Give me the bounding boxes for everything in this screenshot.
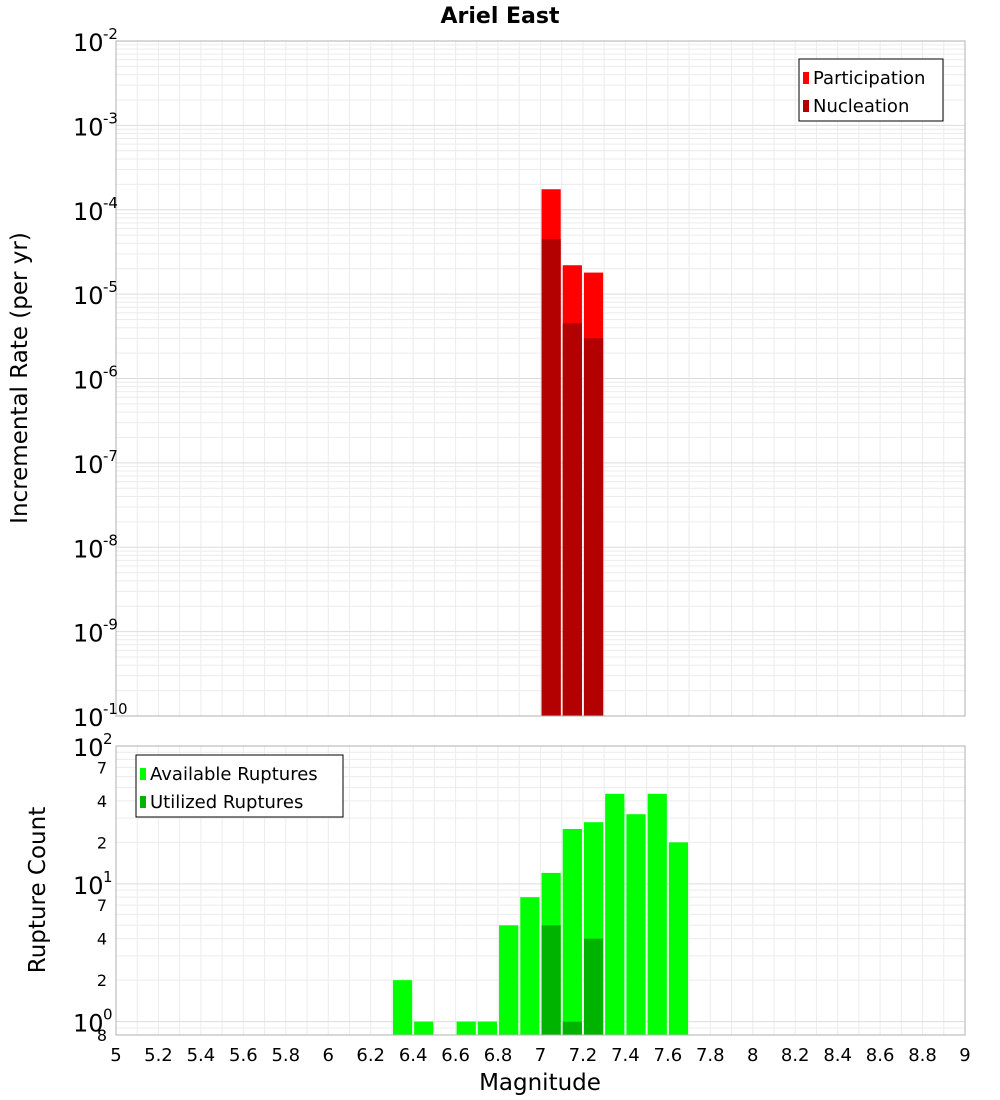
bottom-y-axis-label: Rupture Count — [25, 807, 51, 973]
y-tick-label: 7 — [97, 896, 107, 915]
x-tick-label: 5 — [110, 1045, 121, 1066]
y-tick-label: 4 — [97, 792, 107, 811]
legend-entry: Participation — [813, 68, 925, 89]
y-tick-exponent: -8 — [103, 531, 118, 549]
x-tick-label: 7.6 — [654, 1045, 683, 1066]
legend-swatch — [140, 768, 146, 780]
nucleation-bar — [541, 239, 561, 716]
y-tick-exponent: 0 — [103, 1006, 113, 1024]
x-tick-label: 5.6 — [229, 1045, 258, 1066]
y-tick-label: 10 — [73, 282, 104, 310]
y-tick-exponent: -9 — [103, 616, 118, 634]
utilized-ruptures-bar — [583, 938, 604, 1035]
magnitude-axis: 5 5.2 5.4 5.6 5.8 6 6.2 6.4 6.6 6.8 7 7.2 7.4 7.6 7.8 8… — [110, 1045, 970, 1066]
legend-entry: Nucleation — [813, 96, 909, 117]
legend-entry: Available Ruptures — [150, 764, 318, 785]
available-ruptures-bar — [477, 1021, 498, 1035]
legend-entry: Utilized Ruptures — [150, 792, 303, 813]
utilized-ruptures-bar — [562, 1021, 582, 1035]
x-tick-label: 8 — [747, 1045, 758, 1066]
y-tick-label: 10 — [73, 872, 104, 900]
available-ruptures-bar — [605, 793, 625, 1035]
x-tick-label: 8.2 — [781, 1045, 810, 1066]
y-tick-exponent: -2 — [103, 25, 118, 43]
plot-frame — [115, 40, 966, 717]
x-tick-label: 6.4 — [399, 1045, 428, 1066]
x-tick-label: 9 — [959, 1045, 970, 1066]
x-tick-label: 7.2 — [569, 1045, 598, 1066]
y-tick-exponent: -4 — [103, 194, 118, 212]
y-tick-exponent: -3 — [103, 109, 118, 127]
y-tick-label: 10 — [73, 367, 104, 395]
available-ruptures-bar — [668, 842, 689, 1035]
available-ruptures-bar — [392, 980, 413, 1035]
y-tick-label: 8 — [97, 1026, 107, 1045]
x-tick-label: 5.2 — [144, 1045, 173, 1066]
y-tick-label: 4 — [97, 930, 107, 949]
y-tick-exponent: -5 — [103, 278, 118, 296]
y-tick-exponent: 1 — [103, 868, 113, 886]
y-tick-label: 2 — [97, 833, 107, 852]
utilized-ruptures-bar — [541, 925, 561, 1035]
legend-swatch — [140, 796, 146, 808]
x-tick-label: 6.6 — [441, 1045, 470, 1066]
available-ruptures-bar — [499, 925, 519, 1035]
nucleation-bar — [583, 338, 604, 716]
legend-box — [798, 58, 944, 122]
x-tick-label: 6 — [323, 1045, 334, 1066]
x-tick-label: 7 — [535, 1045, 546, 1066]
legend-box — [135, 754, 344, 818]
x-tick-label: 8.4 — [823, 1045, 852, 1066]
available-ruptures-bar — [414, 1021, 434, 1035]
x-tick-label: 8.6 — [866, 1045, 895, 1066]
available-ruptures-bar — [562, 828, 582, 1035]
y-tick-label: 10 — [73, 734, 104, 762]
available-ruptures-bar — [647, 793, 667, 1035]
available-ruptures-bar — [520, 897, 540, 1035]
y-tick-label: 7 — [97, 758, 107, 777]
y-tick-exponent: 2 — [103, 730, 113, 748]
y-tick-label: 10 — [73, 704, 104, 732]
chart-title: Ariel East — [440, 4, 560, 29]
x-tick-label: 5.4 — [187, 1045, 216, 1066]
legend-swatch — [803, 100, 809, 112]
top-y-axis-label: Incremental Rate (per yr) — [7, 232, 33, 524]
available-ruptures-bar — [626, 814, 646, 1035]
y-tick-exponent: -10 — [103, 700, 128, 718]
x-tick-label: 5.8 — [271, 1045, 300, 1066]
y-tick-exponent: -6 — [103, 363, 118, 381]
x-tick-label: 7.4 — [611, 1045, 640, 1066]
nucleation-bar — [562, 323, 582, 716]
y-tick-label: 10 — [73, 1010, 104, 1038]
y-tick-label: 10 — [73, 29, 104, 57]
plot-frame — [115, 745, 966, 1036]
x-tick-label: 6.8 — [484, 1045, 513, 1066]
x-tick-label: 6.2 — [356, 1045, 385, 1066]
y-tick-label: 10 — [73, 198, 104, 226]
y-tick-label: 10 — [73, 113, 104, 141]
x-tick-label: 8.8 — [908, 1045, 937, 1066]
x-tick-label: 7.8 — [696, 1045, 725, 1066]
y-tick-label: 10 — [73, 535, 104, 563]
available-ruptures-bar — [456, 1021, 476, 1035]
legend-swatch — [803, 72, 809, 84]
y-tick-label: 10 — [73, 620, 104, 648]
y-tick-exponent: -7 — [103, 447, 118, 465]
y-tick-label: 2 — [97, 971, 107, 990]
x-axis-label: Magnitude — [479, 1070, 601, 1096]
y-tick-label: 10 — [73, 451, 104, 479]
